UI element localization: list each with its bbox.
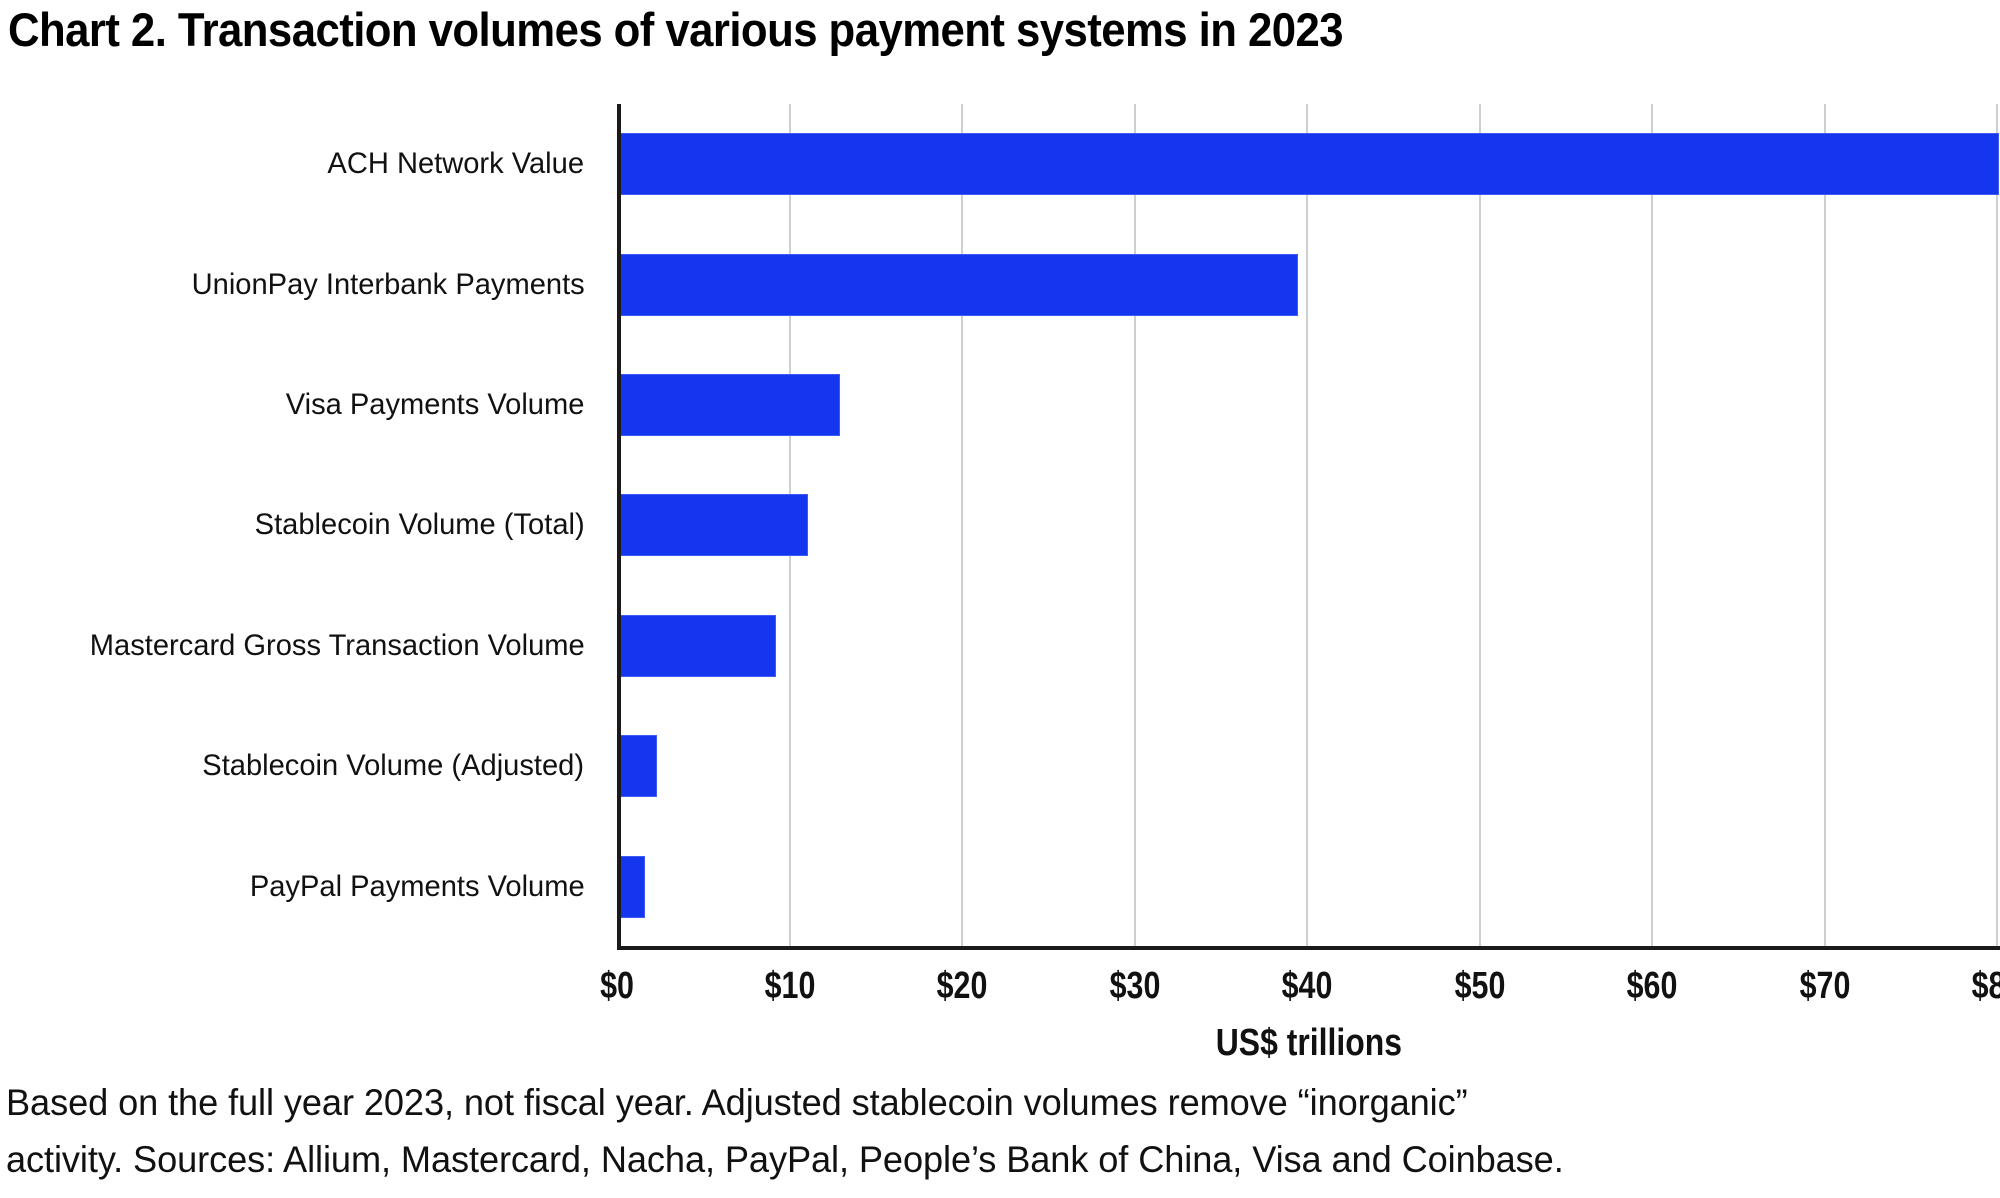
bar-row xyxy=(621,345,2000,465)
x-axis-tick-label: $20 xyxy=(936,965,988,1007)
bar-row xyxy=(621,706,2000,826)
gridline xyxy=(1478,104,1481,947)
gridline xyxy=(961,104,963,947)
gridline xyxy=(1133,104,1136,947)
x-axis-tick-label: $0 xyxy=(600,965,634,1007)
x-axis-tick-label: $10 xyxy=(764,965,815,1007)
x-axis-line xyxy=(617,946,2000,950)
x-axis-title: US$ trillions xyxy=(1215,1022,1403,1064)
bar-row xyxy=(621,586,2000,706)
bar xyxy=(621,373,840,436)
bar xyxy=(621,253,1299,316)
bar-row xyxy=(621,465,2000,585)
x-axis-tick-label: $60 xyxy=(1626,965,1678,1007)
bar xyxy=(621,133,1999,196)
footnote: Based on the full year 2023, not fiscal … xyxy=(6,1074,2000,1188)
y-axis-label: Mastercard Gross Transaction Volume xyxy=(89,628,585,662)
y-axis-label-row: PayPal Payments Volume xyxy=(0,826,600,946)
x-axis-tick-label: $40 xyxy=(1281,965,1333,1007)
bar xyxy=(621,855,645,918)
page-title: Chart 2. Transaction volumes of various … xyxy=(8,3,1344,56)
y-axis-label-row: Stablecoin Volume (Adjusted) xyxy=(0,706,600,826)
y-axis-label: ACH Network Value xyxy=(327,147,585,181)
y-axis-label: PayPal Payments Volume xyxy=(249,869,585,903)
bar-row xyxy=(621,826,2000,946)
y-axis-category-labels: ACH Network Value UnionPay Interbank Paym… xyxy=(0,104,600,947)
y-axis-label-row: Mastercard Gross Transaction Volume xyxy=(0,586,600,706)
y-axis-label-row: Stablecoin Volume (Total) xyxy=(0,465,600,585)
bar xyxy=(621,494,809,557)
y-axis-label: Stablecoin Volume (Total) xyxy=(254,508,585,542)
chart-figure: ACH Network Value UnionPay Interbank Paym… xyxy=(0,90,2000,1064)
y-axis-label-row: ACH Network Value xyxy=(0,104,600,224)
gridline xyxy=(1651,104,1653,947)
x-axis-tick-labels: $0 $10 $20 $30 $40 $50 $60 $70 $80 xyxy=(0,962,2000,1022)
bar-row xyxy=(621,104,2000,224)
x-axis-tick-label: $50 xyxy=(1454,965,1505,1007)
bar xyxy=(621,614,776,677)
y-axis-label-row: Visa Payments Volume xyxy=(0,345,600,465)
y-axis-label-row: UnionPay Interbank Payments xyxy=(0,224,600,344)
footnote-line-1: Based on the full year 2023, not fiscal … xyxy=(6,1081,1468,1123)
footnote-line-2: activity. Sources: Allium, Mastercard, N… xyxy=(6,1138,1564,1180)
y-axis-label: Visa Payments Volume xyxy=(285,387,585,421)
gridline xyxy=(1823,104,1826,947)
gridline xyxy=(1996,104,1998,947)
gridline xyxy=(1306,104,1308,947)
y-axis-label: Stablecoin Volume (Adjusted) xyxy=(202,749,585,783)
y-axis-line xyxy=(617,104,621,950)
bar-row xyxy=(621,224,2000,344)
bar xyxy=(621,735,657,798)
x-axis-tick-label: $80 xyxy=(1971,965,2000,1007)
x-axis-tick-label: $70 xyxy=(1799,965,1850,1007)
y-axis-label: UnionPay Interbank Payments xyxy=(191,267,585,301)
bar-series xyxy=(621,104,2000,947)
x-axis-tick-label: $30 xyxy=(1109,965,1160,1007)
